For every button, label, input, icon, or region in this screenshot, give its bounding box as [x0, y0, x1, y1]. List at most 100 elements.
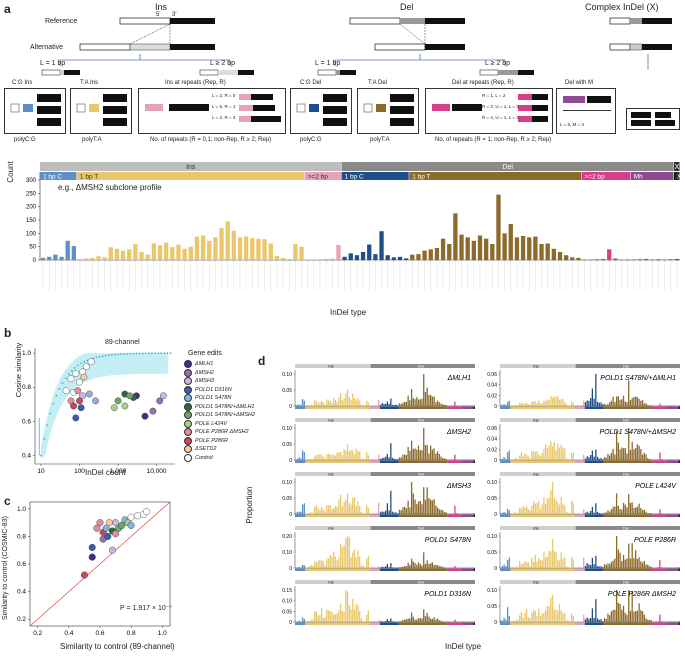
- bar: [668, 259, 673, 260]
- profile-bar: [359, 611, 361, 622]
- band-del-label: Del: [623, 472, 629, 477]
- bar: [225, 221, 230, 260]
- profile-bar: [341, 546, 344, 568]
- profile-bar: [341, 611, 344, 622]
- legend-item: ΔMLH1: [184, 360, 274, 369]
- bar: [582, 259, 587, 260]
- profile-bar: [314, 506, 316, 514]
- y-tick-label: 0.10: [282, 480, 292, 486]
- profile-bar: [517, 458, 519, 460]
- profile-bar: [538, 454, 540, 460]
- band-ins: [500, 418, 576, 422]
- data-point: [74, 387, 82, 395]
- class-strip: [473, 460, 475, 463]
- profile-bar: [414, 448, 416, 460]
- profile-bar: [638, 603, 640, 622]
- profile-bar: [569, 621, 571, 622]
- profile-bar: [320, 454, 323, 460]
- data-point: [114, 397, 122, 405]
- legend-item: Control: [184, 453, 274, 463]
- profile-bar: [529, 404, 531, 406]
- profile-bar: [343, 397, 345, 406]
- band-ins-label: Ins: [533, 580, 538, 585]
- data-point: [159, 392, 167, 400]
- class-strip: [652, 514, 667, 517]
- y-tick-label: 0.10: [282, 599, 292, 605]
- profile-bar: [360, 404, 363, 406]
- profile-bar: [353, 454, 356, 460]
- profile-bar: [657, 567, 659, 568]
- profile-bar: [359, 400, 361, 406]
- panel-b-letter: b: [4, 326, 12, 340]
- profile-bar: [345, 590, 347, 622]
- profile-bar: [501, 404, 504, 406]
- legend-swatch: [184, 360, 192, 369]
- profile-bar: [631, 502, 633, 514]
- profile-bar: [605, 457, 607, 460]
- y-tick-label: 0.05: [282, 388, 292, 394]
- profile-bar: [600, 566, 602, 568]
- profile-bar: [436, 400, 439, 406]
- profile-bar: [322, 509, 324, 514]
- profile-bar: [505, 619, 507, 622]
- profile-bar: [614, 506, 616, 514]
- profile-bar: [367, 455, 369, 460]
- profile-bar: [657, 621, 659, 622]
- profile-bar: [405, 566, 408, 568]
- band-bottom: [581, 172, 631, 180]
- profile-bar: [326, 399, 328, 406]
- profile-bar: [586, 563, 588, 568]
- profile-bar: [525, 402, 528, 406]
- profile-bar: [635, 448, 637, 460]
- bar: [219, 228, 224, 260]
- expected-point: [64, 377, 67, 380]
- profile-bar: [655, 621, 658, 622]
- bar: [53, 254, 58, 260]
- class-strip: [584, 568, 604, 571]
- complex-header: Complex InDel (X): [585, 2, 659, 12]
- expected-band: [40, 353, 169, 459]
- expected-point: [144, 352, 147, 355]
- y-tick-label: 0.05: [282, 496, 292, 502]
- class-strip: [398, 514, 448, 517]
- del-cg-footer: polyC:G: [300, 137, 322, 143]
- profile-bar: [412, 398, 414, 406]
- profile-bar: [440, 620, 442, 622]
- profile-bar: [583, 557, 585, 568]
- class-strip: [305, 460, 370, 463]
- class-strip: [666, 622, 679, 625]
- band-top-label: Del: [502, 164, 513, 171]
- profile-bar: [586, 511, 588, 514]
- profile-bar: [390, 618, 392, 622]
- profile-bar: [564, 557, 566, 568]
- profile-bar: [506, 508, 509, 514]
- profile-bar: [383, 403, 385, 406]
- bar: [496, 194, 501, 260]
- profile-bar: [430, 445, 432, 460]
- profile-bar: [308, 405, 311, 406]
- profile-bar: [579, 621, 581, 622]
- class-strip: [584, 514, 604, 517]
- class-strip: [305, 406, 370, 409]
- profile-bar: [626, 614, 628, 622]
- expected-point: [77, 364, 79, 367]
- panel-c-xlabel: Similarity to control (89-channel): [60, 642, 175, 651]
- profile-bar: [395, 512, 397, 514]
- expected-point: [120, 353, 123, 356]
- del-header: Del: [400, 2, 414, 12]
- profile-bar: [503, 404, 505, 406]
- ins-rep-note-1: L = 5, R = 1: [212, 104, 236, 109]
- profile-bar: [433, 498, 435, 514]
- profile-bar: [383, 511, 385, 514]
- profile-bar: [407, 395, 409, 406]
- data-point: [143, 508, 151, 516]
- profile-bar: [505, 459, 507, 460]
- profile-bar: [598, 619, 600, 622]
- profile-bar: [565, 620, 568, 622]
- bar: [533, 236, 538, 260]
- profile-bar: [388, 457, 390, 460]
- class-strip: [678, 514, 680, 517]
- profile-bar: [430, 563, 432, 568]
- profile-bar: [357, 605, 359, 622]
- profile-bar: [296, 404, 299, 406]
